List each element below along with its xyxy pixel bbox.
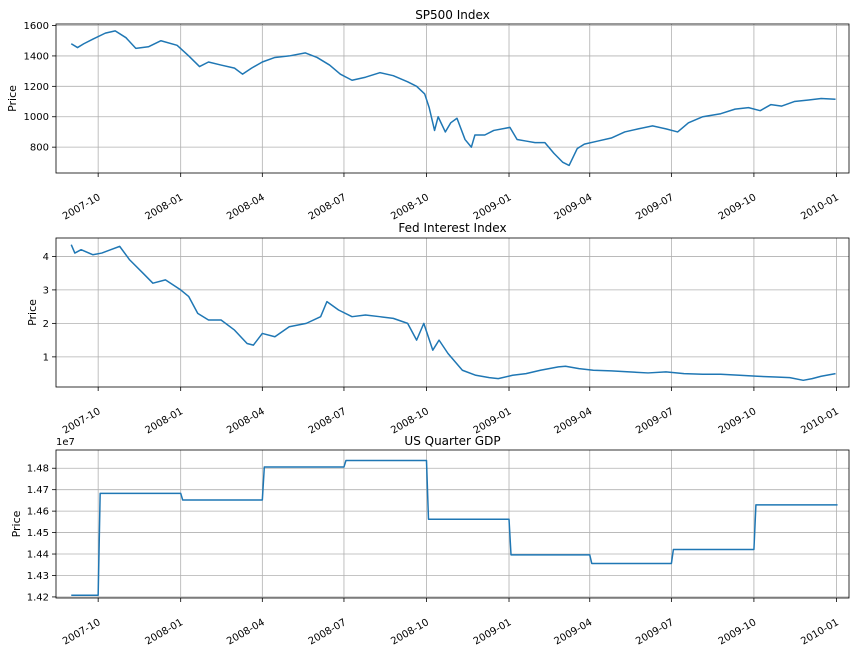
gdp-xtick-label-5: 2009-01 bbox=[472, 617, 514, 647]
fed-interest-axes-frame bbox=[55, 237, 850, 388]
gdp-axes-frame bbox=[55, 449, 850, 599]
fed-interest-ytick-label-3: 4 bbox=[43, 252, 49, 263]
fed-interest-xtick-label-7: 2009-07 bbox=[634, 406, 676, 436]
gdp-xtick-label-1: 2008-01 bbox=[143, 617, 185, 647]
fed-interest-xtick-label-3: 2008-07 bbox=[307, 406, 349, 436]
sp500-chart: 2007-10 2008-01 2008-04 2008-07 2008-10 2009-… bbox=[6, 8, 850, 222]
sp500-xtick-label-2: 2008-04 bbox=[225, 192, 267, 222]
fed-interest-ylabel: Price bbox=[26, 299, 39, 326]
gdp-ytick-label-4: 1.46 bbox=[27, 507, 49, 518]
fed-interest-xtick-label-5: 2009-01 bbox=[472, 406, 514, 436]
fed-interest-xtick-label-0: 2007-10 bbox=[61, 406, 103, 436]
fed-interest-chart: 2007-10 2008-01 2008-04 2008-07 2008-10 2009-… bbox=[26, 221, 850, 436]
sp500-axes-frame bbox=[55, 23, 850, 174]
sp500-xtick-label-8: 2009-10 bbox=[717, 192, 759, 222]
fed-interest-xtick-label-4: 2008-10 bbox=[389, 406, 431, 436]
sp500-ytick-label-0: 800 bbox=[30, 143, 49, 154]
sp500-series-line bbox=[70, 30, 836, 167]
sp500-ytick-label-2: 1200 bbox=[24, 82, 49, 93]
gdp-title: US Quarter GDP bbox=[404, 434, 500, 448]
sp500-xtick-label-0: 2007-10 bbox=[61, 192, 103, 222]
gdp-ytick-label-6: 1.48 bbox=[27, 464, 49, 475]
sp500-xtick-label-5: 2009-01 bbox=[472, 192, 514, 222]
sp500-ytick-label-3: 1400 bbox=[24, 51, 49, 62]
fed-interest-xtick-label-2: 2008-04 bbox=[225, 406, 267, 436]
fed-interest-xtick-label-6: 2009-04 bbox=[553, 406, 595, 436]
sp500-xtick-label-6: 2009-04 bbox=[553, 192, 595, 222]
fed-interest-xtick-label-9: 2010-01 bbox=[799, 406, 841, 436]
sp500-ytick-label-4: 1600 bbox=[24, 21, 49, 32]
fed-interest-title: Fed Interest Index bbox=[398, 221, 506, 235]
gdp-xtick-label-8: 2009-10 bbox=[717, 617, 759, 647]
gdp-xtick-label-6: 2009-04 bbox=[553, 617, 595, 647]
gdp-ylabel: Price bbox=[10, 510, 23, 537]
fed-interest-ytick-label-2: 3 bbox=[43, 285, 49, 296]
fed-interest-xtick-label-1: 2008-01 bbox=[143, 406, 185, 436]
sp500-xtick-label-4: 2008-10 bbox=[389, 192, 431, 222]
fed-interest-ytick-label-0: 1 bbox=[43, 352, 49, 363]
sp500-ytick-label-1: 1000 bbox=[24, 112, 49, 123]
gdp-xtick-label-7: 2009-07 bbox=[634, 617, 676, 647]
sp500-xtick-label-3: 2008-07 bbox=[307, 192, 349, 222]
gdp-series-line bbox=[71, 459, 838, 596]
gdp-ytick-label-2: 1.44 bbox=[27, 550, 49, 561]
fed-interest-ytick-label-1: 2 bbox=[43, 319, 49, 330]
fed-interest-series-line bbox=[70, 244, 836, 382]
gdp-ytick-label-5: 1.47 bbox=[27, 485, 49, 496]
gdp-ytick-label-0: 1.42 bbox=[27, 592, 49, 603]
gdp-offset-text: 1e7 bbox=[56, 437, 75, 448]
gdp-chart: 2007-10 2008-01 2008-04 2008-07 2008-10 2009-… bbox=[10, 434, 850, 647]
gdp-ytick-label-3: 1.45 bbox=[27, 528, 49, 539]
sp500-xtick-label-9: 2010-01 bbox=[799, 192, 841, 222]
sp500-xtick-label-1: 2008-01 bbox=[143, 192, 185, 222]
sp500-title: SP500 Index bbox=[415, 8, 490, 22]
sp500-ylabel: Price bbox=[6, 85, 19, 112]
gdp-ytick-label-1: 1.43 bbox=[27, 571, 49, 582]
gdp-xtick-label-2: 2008-04 bbox=[225, 617, 267, 647]
gdp-xtick-label-4: 2008-10 bbox=[389, 617, 431, 647]
gdp-xtick-label-3: 2008-07 bbox=[307, 617, 349, 647]
gdp-xtick-label-0: 2007-10 bbox=[61, 617, 103, 647]
sp500-xtick-label-7: 2009-07 bbox=[634, 192, 676, 222]
gdp-xtick-label-9: 2010-01 bbox=[799, 617, 841, 647]
fed-interest-xtick-label-8: 2009-10 bbox=[717, 406, 759, 436]
